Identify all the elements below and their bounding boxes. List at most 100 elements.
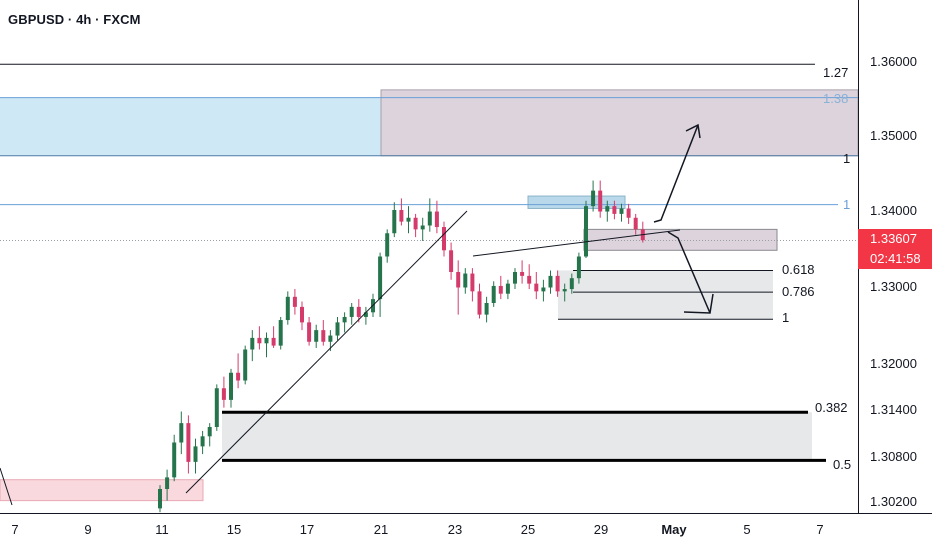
candle: [463, 268, 468, 294]
candle-body: [456, 272, 461, 288]
fib-gray-zone: [558, 270, 773, 320]
candle-body: [193, 446, 198, 462]
candle: [569, 273, 574, 294]
label-1-upper: 1: [843, 151, 850, 166]
candle: [186, 415, 191, 474]
symbol-title[interactable]: GBPUSD · 4h · FXCM: [8, 12, 141, 27]
candle-body: [307, 322, 312, 342]
candle-body: [520, 272, 525, 276]
candle-body: [328, 335, 333, 342]
label-05: 0.5: [833, 457, 851, 472]
candle: [562, 283, 567, 302]
candle: [342, 312, 347, 333]
time-axis-label: 11: [155, 522, 169, 537]
candle-body: [477, 291, 482, 315]
price-axis-label: 1.36000: [870, 54, 917, 69]
candle-body: [250, 337, 255, 350]
label-0618: 0.618: [782, 262, 815, 277]
candle: [307, 316, 312, 346]
candle: [484, 296, 489, 323]
candle: [505, 279, 510, 300]
candle: [612, 200, 617, 220]
candle: [513, 268, 517, 290]
candle-body: [165, 477, 170, 489]
candle: [520, 260, 525, 284]
candle: [236, 353, 241, 389]
candle: [413, 213, 418, 238]
candle: [207, 423, 212, 447]
annotations-layer: [0, 123, 714, 506]
candle: [470, 268, 475, 302]
price-axis-label: 1.35000: [870, 128, 917, 143]
candle: [406, 206, 411, 234]
candle-body: [470, 273, 475, 292]
candle: [385, 229, 390, 263]
candle: [257, 326, 262, 350]
neckline: [472, 229, 681, 257]
candle: [619, 203, 624, 222]
candle-body: [449, 250, 454, 272]
candle-body: [505, 283, 510, 294]
candle-body: [562, 289, 567, 292]
candle: [449, 242, 454, 280]
candle: [193, 438, 198, 474]
label-1-mid: 1: [843, 197, 850, 212]
time-axis-label: 17: [300, 522, 314, 537]
candle-body: [292, 296, 297, 307]
candle: [427, 198, 432, 232]
candle: [420, 217, 425, 241]
candle: [456, 260, 461, 315]
label-0382: 0.382: [815, 400, 848, 415]
candle-body: [221, 388, 226, 400]
candle-body: [385, 233, 390, 257]
candle: [214, 384, 219, 431]
candle: [576, 252, 581, 284]
candle: [278, 316, 283, 350]
price-axis-label: 1.30800: [870, 449, 917, 464]
candle-body: [349, 306, 354, 317]
candle: [264, 332, 269, 358]
candle: [179, 411, 184, 455]
price-axis-label: 1.34000: [870, 203, 917, 218]
candle: [349, 303, 354, 325]
candle-body: [207, 427, 212, 437]
trendline-left: [0, 467, 13, 506]
candle-body: [179, 423, 184, 443]
candle-body: [541, 287, 546, 292]
price-axis-label: 1.33000: [870, 279, 917, 294]
candle-body: [513, 272, 517, 284]
arrow-up-path: [653, 124, 699, 223]
candle: [200, 430, 205, 455]
time-axis-label: May: [661, 522, 687, 537]
label-138: 1.38: [823, 91, 848, 106]
candle-body: [576, 256, 581, 279]
candle: [392, 202, 397, 238]
candle: [335, 316, 340, 341]
candle-body: [427, 211, 432, 226]
candle: [378, 252, 383, 317]
candle: [598, 180, 603, 218]
candle-body: [569, 278, 574, 290]
candle: [434, 200, 439, 234]
time-axis-label: 21: [374, 522, 388, 537]
candle-body: [264, 337, 269, 344]
time-axis-label: 7: [816, 522, 823, 537]
candle-body: [300, 306, 304, 323]
candle-body: [406, 217, 411, 222]
candle-body: [363, 312, 368, 317]
candle: [591, 180, 596, 212]
candles-layer: [158, 180, 645, 513]
time-axis-label: 7: [11, 522, 18, 537]
candle-body: [271, 337, 276, 346]
candle-body: [548, 275, 553, 288]
candle: [605, 200, 610, 222]
candle: [229, 368, 233, 408]
fib-large-gray-zone: [222, 412, 812, 461]
candle: [165, 469, 170, 501]
candle: [626, 203, 631, 224]
candle-body: [633, 217, 638, 230]
candle-body: [356, 306, 361, 317]
candle-body: [335, 322, 340, 336]
